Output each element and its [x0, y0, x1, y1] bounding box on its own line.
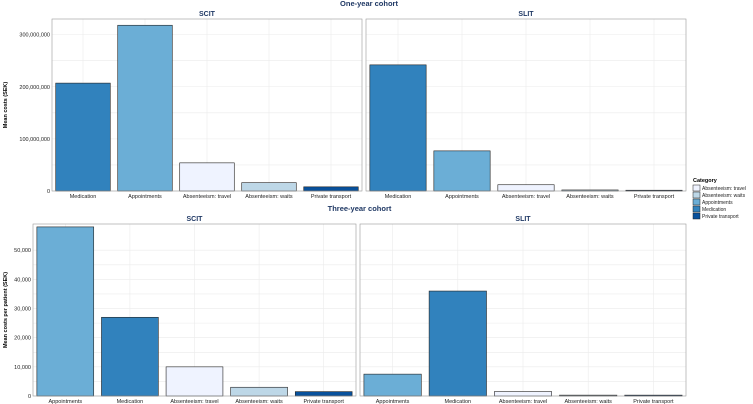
cohort-1-y-tick-label: 200,000,000: [19, 85, 50, 91]
cohort-1-scit-title: SCIT: [199, 11, 216, 18]
cohort-2-scit-title: SCIT: [187, 216, 204, 223]
cohort-2-slit-category-label: Private transport: [633, 399, 674, 404]
legend-label-medication: Medication: [702, 207, 726, 213]
cohort-2-scit-category-label: Absenteeism: waits: [235, 399, 283, 404]
cohort-1-slit-bar-absenteeism-travel: [497, 184, 555, 192]
cohort-2-slit-bar-absenteeism-travel: [494, 391, 552, 397]
cohort-2-scit-bar-absenteeism-travel: [165, 366, 224, 397]
cohort-1-slit-bar-medication: [369, 64, 427, 192]
cohort-1-scit-bar-appointments: [117, 24, 173, 192]
cohort-2-scit-category-label: Absenteeism: travel: [170, 399, 218, 404]
cohort-1-slit-title: SLIT: [518, 11, 534, 18]
legend-swatch-absenteeism-waits: [692, 191, 701, 199]
cohort-2-slit-title: SLIT: [515, 216, 531, 223]
cohort-2-slit-category-label: Medication: [444, 399, 471, 404]
legend-swatch-appointments: [692, 198, 701, 206]
cohort-2-y-tick-label: 30,000: [14, 307, 31, 313]
legend-title: Category: [693, 178, 718, 184]
legend-swatch-private-transport: [692, 212, 701, 220]
cohort-2-slit-bar-appointments: [363, 373, 422, 397]
cohort-1-scit-category-label: Private transport: [311, 194, 352, 200]
cohort-1-scit-category-label: Absenteeism: travel: [183, 194, 231, 200]
cohort-2-scit-category-label: Appointments: [48, 399, 82, 404]
cohort-1-title: One-year cohort: [340, 0, 398, 8]
legend-swatch-absenteeism-travel: [692, 184, 701, 192]
cohort-1-scit-category-label: Absenteeism: waits: [245, 194, 293, 200]
cohort-2-y-tick-label: 50,000: [14, 248, 31, 254]
cohort-2-y-tick-label: 20,000: [14, 336, 31, 342]
cohort-1-scit-category-label: Appointments: [128, 194, 162, 200]
cohort-2-slit-bar-medication: [428, 290, 487, 397]
cohort-1-slit-bar-appointments: [433, 150, 491, 192]
cohort-1-scit-bar-absenteeism-travel: [179, 162, 235, 192]
cohort-1-slit-border: [365, 18, 687, 192]
cohort-1-scit-bar-private-transport: [303, 186, 359, 192]
cohort-1-scit-bar-medication: [55, 82, 111, 192]
cohort-1-slit-category-label: Private transport: [634, 194, 675, 200]
cohort-2-scit-bar-medication: [101, 316, 159, 397]
cohort-1-y-tick-label: 300,000,000: [19, 33, 50, 39]
cohort-1-y-axis-label: Mean costs (SEK): [3, 82, 9, 129]
cohort-2-y-tick-label: 10,000: [14, 365, 31, 371]
cohort-2-slit-category-label: Appointments: [376, 399, 410, 404]
legend-label-absenteeism-travel: Absenteeism: travel: [702, 186, 746, 192]
cohort-1-slit-category-label: Appointments: [445, 194, 479, 200]
cohort-2-scit-category-label: Private transport: [304, 399, 345, 404]
cohort-1-y-tick-label: 0: [47, 189, 50, 195]
cohort-1-slit-category-label: Absenteeism: waits: [566, 194, 614, 200]
cohort-2-scit-bar-private-transport: [294, 391, 353, 397]
cohort-2-y-tick-label: 40,000: [14, 277, 31, 283]
cohort-1-slit-category-label: Medication: [385, 194, 412, 200]
cohort-1-slit-category-label: Absenteeism: travel: [502, 194, 550, 200]
cohort-1-scit-bar-absenteeism-waits: [241, 182, 297, 192]
cohort-2-scit-bar-appointments: [36, 226, 95, 397]
cohort-2-title: Three-year cohort: [328, 204, 392, 213]
cohort-2-slit-category-label: Absenteeism: waits: [565, 399, 613, 404]
cohort-1-scit-border: [51, 18, 363, 192]
cohort-2-y-axis-label: Mean costs per patient (SEK): [3, 272, 9, 348]
legend-label-private-transport: Private transport: [702, 214, 739, 220]
cohort-2-slit-category-label: Absenteeism: travel: [499, 399, 547, 404]
legend-swatch-medication: [692, 205, 701, 213]
cohort-2-scit-bar-absenteeism-waits: [230, 386, 288, 397]
cohort-2-slit-border: [359, 223, 687, 397]
cohort-1-scit-category-label: Medication: [70, 194, 97, 200]
cohort-2-y-tick-label: 0: [28, 394, 31, 400]
legend-label-absenteeism-waits: Absenteeism: waits: [702, 193, 746, 199]
cohort-2-scit-border: [32, 223, 357, 397]
cohort-1-y-tick-label: 100,000,000: [19, 137, 50, 143]
legend-label-appointments: Appointments: [702, 200, 733, 206]
cohort-2-scit-category-label: Medication: [117, 399, 144, 404]
